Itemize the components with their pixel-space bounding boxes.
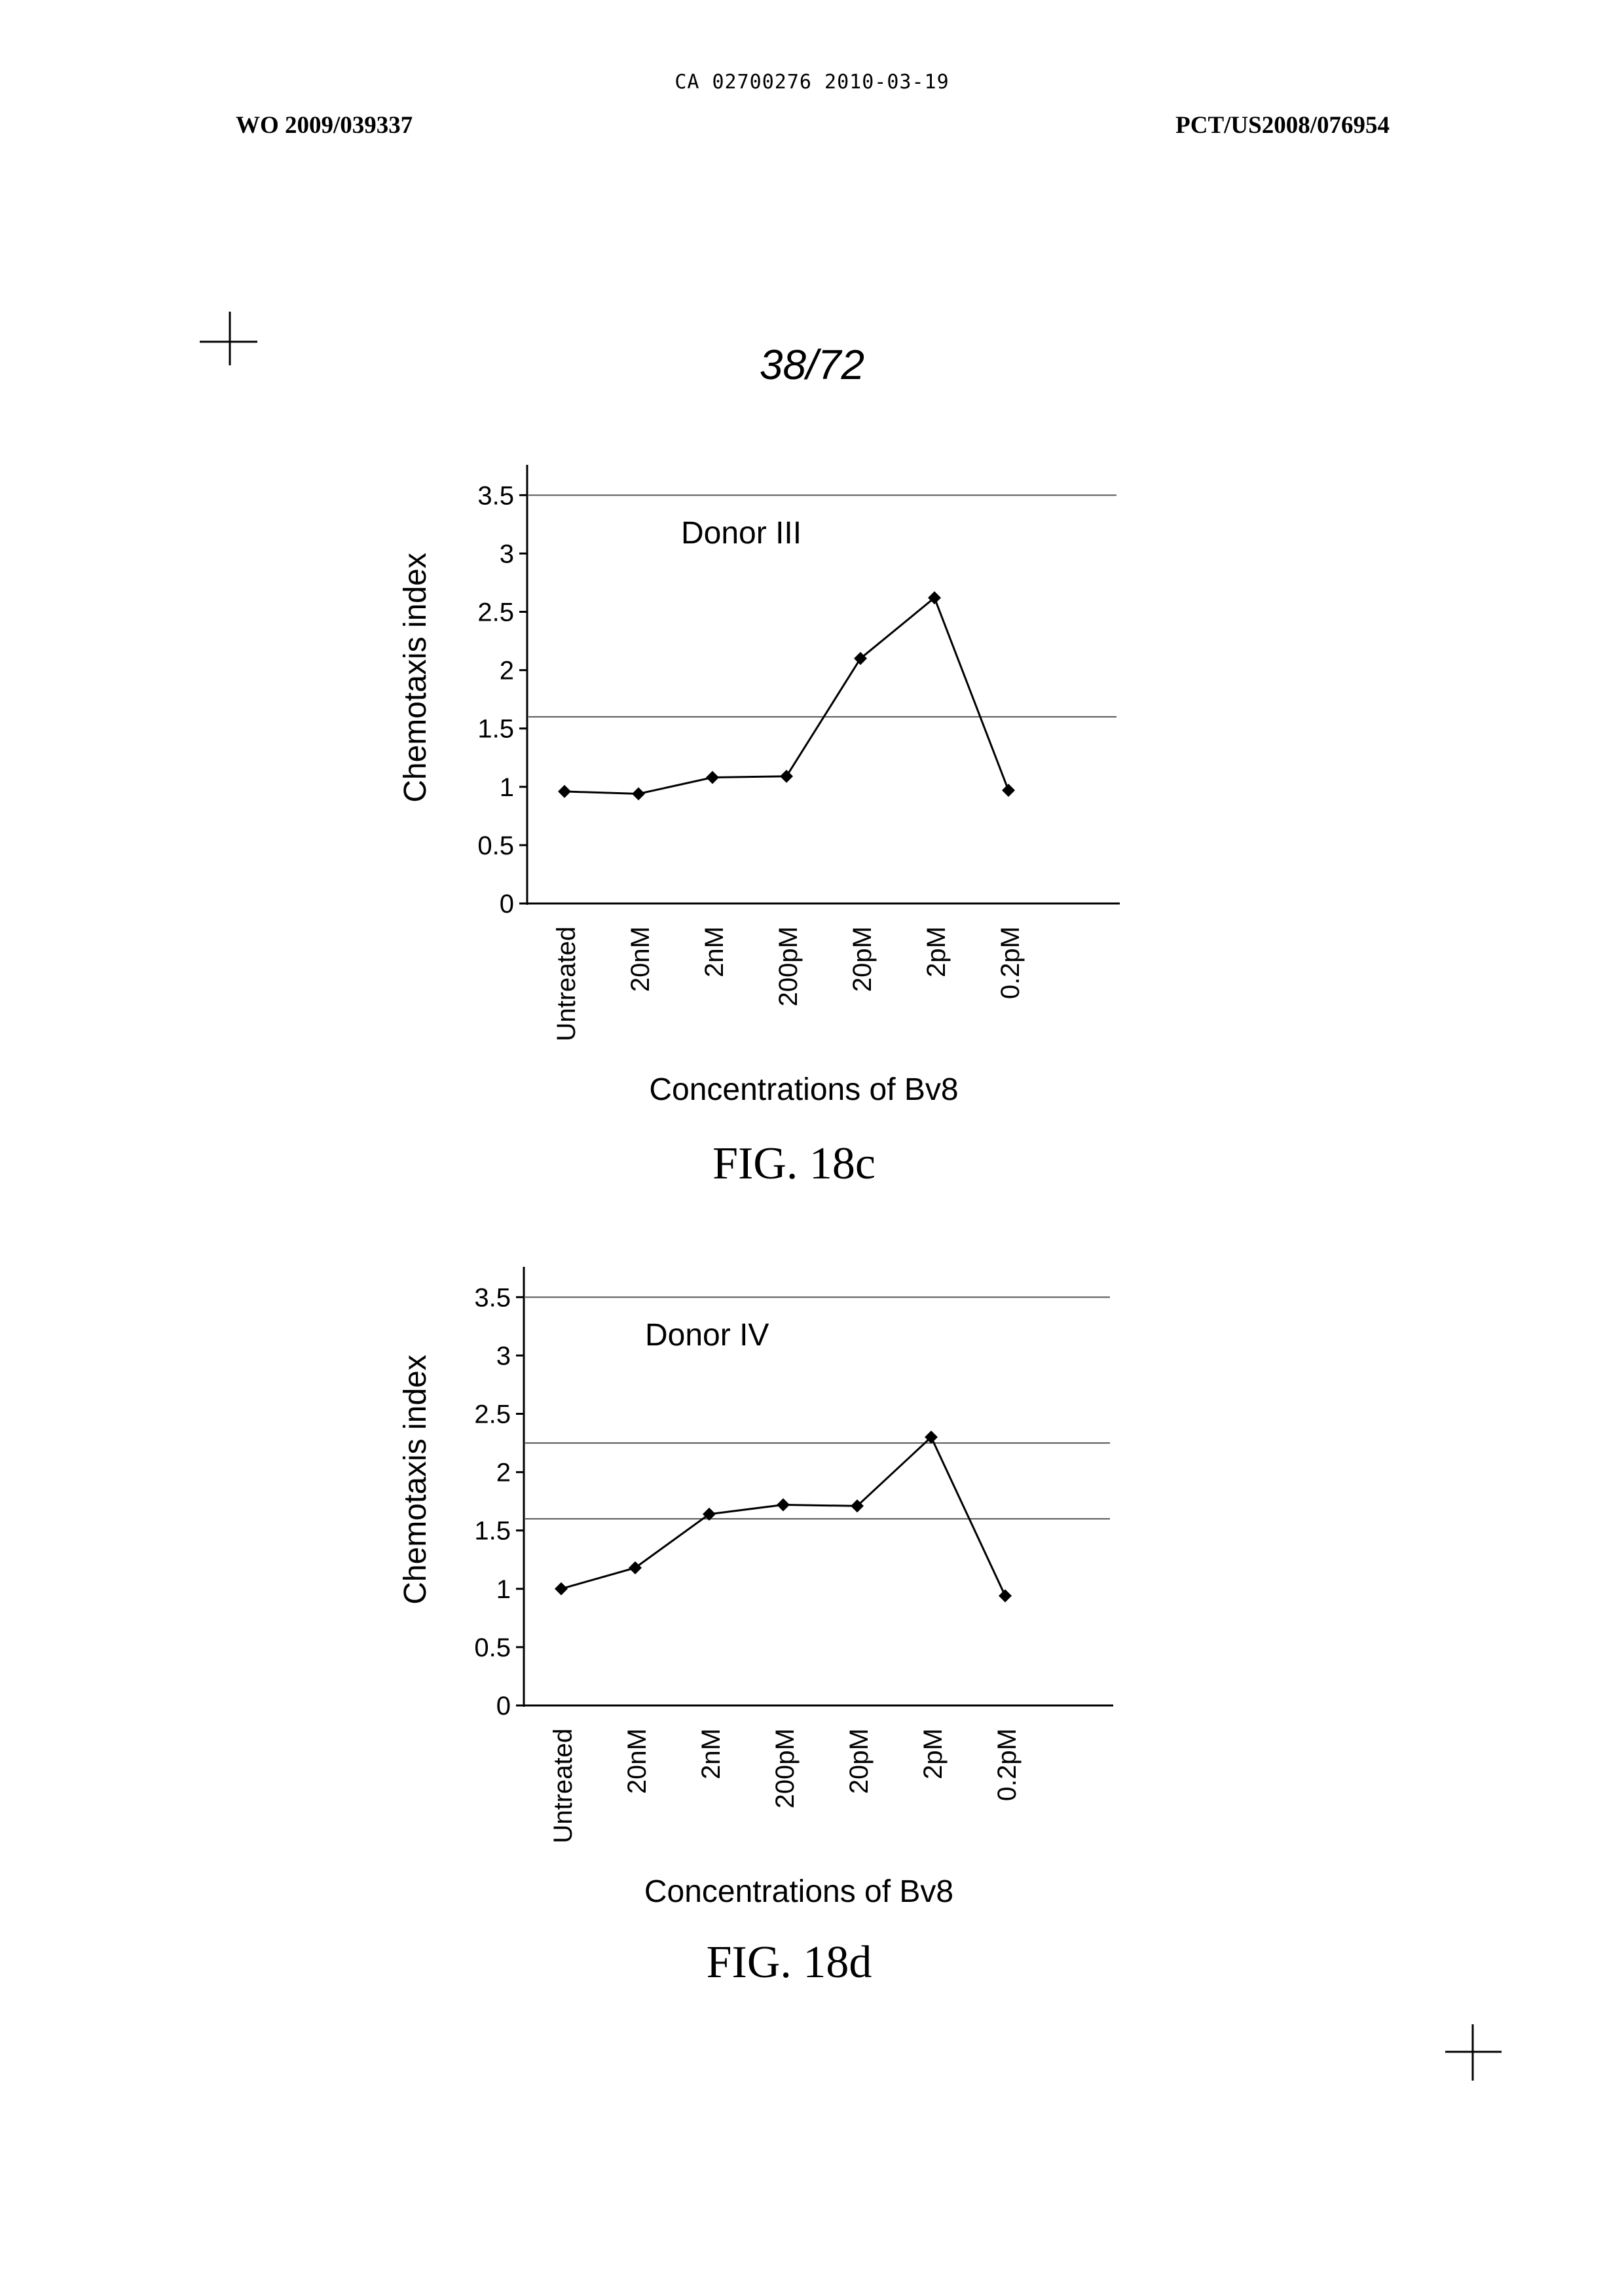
figure-label: FIG. 18d — [707, 1937, 872, 1988]
y-tick-label: 3.5 — [474, 1283, 511, 1312]
y-tick-label: 0 — [500, 890, 514, 919]
series-line — [564, 598, 1008, 793]
y-tick-label: 0.5 — [477, 831, 514, 860]
y-tick-label: 3 — [496, 1341, 511, 1370]
x-tick-label: 200pM — [774, 926, 803, 1006]
donor-annotation: Donor IV — [645, 1318, 769, 1353]
x-tick-label: 2nM — [697, 1728, 726, 1779]
donor-annotation: Donor III — [681, 516, 802, 551]
chart-2: 0 0.5 1 1.5 2 2.5 3 3.5 Chemotaxis index Untreate… — [398, 1267, 1113, 1988]
x-tick-label: 2pM — [919, 1728, 948, 1779]
x-tick-label: Untreated — [552, 926, 581, 1042]
data-point — [555, 1582, 568, 1595]
series-line — [561, 1437, 1005, 1595]
x-tick-label: 20nM — [623, 1728, 652, 1794]
x-tick-label: 20nM — [626, 926, 655, 992]
data-point — [629, 1561, 642, 1575]
x-axis-label: Concentrations of Bv8 — [649, 1072, 958, 1107]
x-tick-label: 200pM — [771, 1728, 800, 1808]
y-tick-label: 1 — [500, 773, 514, 802]
data-point — [632, 788, 645, 801]
x-tick-label: 20pM — [848, 926, 877, 992]
x-tick-label: 0.2pM — [993, 1728, 1022, 1801]
y-tick-label: 0 — [496, 1692, 511, 1721]
x-axis-label: Concentrations of Bv8 — [644, 1874, 953, 1909]
data-point — [777, 1499, 790, 1512]
y-tick-label: 3 — [500, 539, 514, 568]
figure-label: FIG. 18c — [712, 1139, 876, 1189]
x-tick-label: 0.2pM — [996, 926, 1025, 999]
data-point — [706, 771, 719, 784]
x-tick-label: 2pM — [922, 926, 951, 977]
y-axis-label: Chemotaxis index — [398, 1355, 433, 1605]
data-point — [780, 770, 793, 783]
y-axis-label: Chemotaxis index — [398, 553, 433, 803]
y-tick-label: 2.5 — [474, 1400, 511, 1429]
y-tick-label: 2 — [496, 1459, 511, 1487]
x-tick-label: 2nM — [700, 926, 729, 977]
y-tick-label: 2.5 — [477, 598, 514, 627]
y-tick-label: 1.5 — [477, 715, 514, 744]
y-tick-label: 0.5 — [474, 1633, 511, 1662]
data-point — [1002, 784, 1015, 797]
data-point — [999, 1590, 1012, 1603]
y-tick-label: 1 — [496, 1575, 511, 1604]
y-tick-label: 3.5 — [477, 481, 514, 510]
y-tick-label: 2 — [500, 657, 514, 685]
chart-1: 0 0.5 1 1.5 2 2.5 3 3.5 Chemotaxis index Untreate… — [398, 465, 1120, 1189]
data-point — [558, 785, 571, 798]
x-tick-label: 20pM — [845, 1728, 874, 1794]
x-tick-label: Untreated — [549, 1728, 578, 1844]
y-tick-label: 1.5 — [474, 1517, 511, 1546]
